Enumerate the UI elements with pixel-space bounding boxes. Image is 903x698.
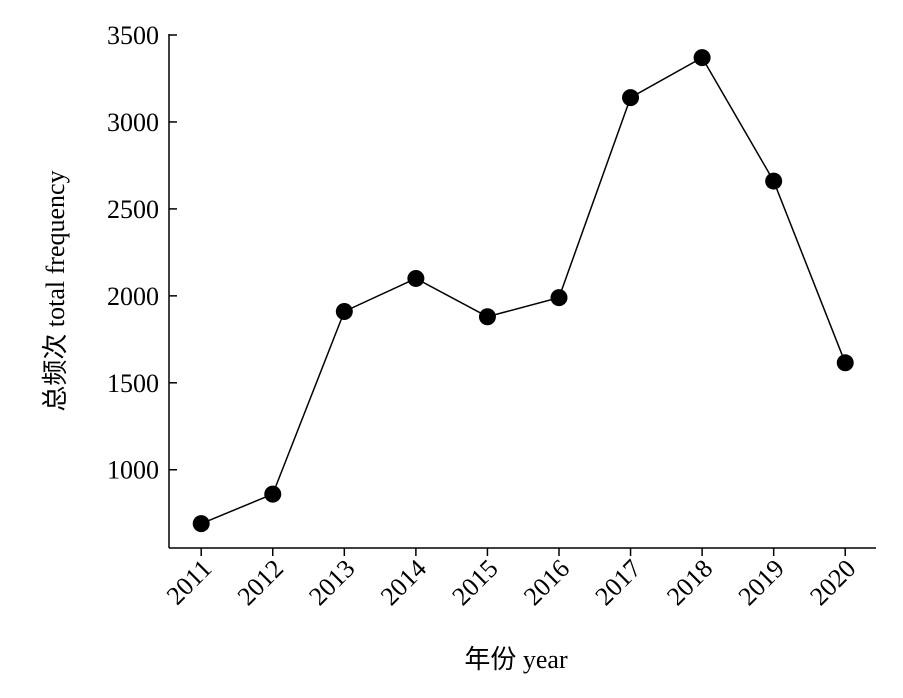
x-tick-label: 2015 xyxy=(446,554,503,611)
y-tick-label: 3500 xyxy=(107,21,159,50)
x-tick-label: 2013 xyxy=(303,554,360,611)
y-tick-label: 2500 xyxy=(107,195,159,224)
marker xyxy=(192,515,210,533)
y-tick-label: 1500 xyxy=(107,369,159,398)
y-tick-label: 1000 xyxy=(107,456,159,485)
x-tick-label: 2011 xyxy=(161,554,218,611)
marker xyxy=(693,49,711,67)
x-tick-label: 2020 xyxy=(804,554,861,611)
marker xyxy=(836,354,854,372)
marker xyxy=(335,302,353,320)
x-tick-label: 2012 xyxy=(232,554,289,611)
y-tick-label: 3000 xyxy=(107,108,159,137)
marker xyxy=(765,172,783,190)
x-tick-label: 2019 xyxy=(733,554,790,611)
y-tick-label: 2000 xyxy=(107,282,159,311)
x-axis-label: 年份 year xyxy=(464,645,568,674)
x-tick-label: 2017 xyxy=(590,554,647,611)
x-tick-label: 2016 xyxy=(518,554,575,611)
marker xyxy=(264,485,282,503)
marker xyxy=(622,89,640,107)
y-axis-label: 总频次 total frequency xyxy=(41,170,70,411)
x-tick-label: 2014 xyxy=(375,554,432,611)
marker xyxy=(550,289,568,307)
x-tick-label: 2018 xyxy=(661,554,718,611)
marker xyxy=(407,269,425,287)
marker xyxy=(478,308,496,326)
line xyxy=(200,56,846,525)
